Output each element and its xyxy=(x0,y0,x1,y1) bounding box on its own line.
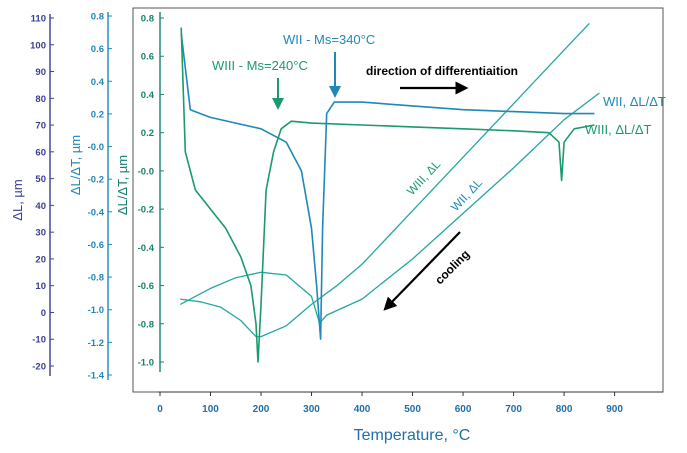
y1-tick-label: -10 xyxy=(32,335,46,346)
label-wii-dldt: WII, ΔL/ΔT xyxy=(603,94,666,109)
y1-tick-label: 40 xyxy=(35,201,46,212)
x-tick-label: 800 xyxy=(556,404,573,415)
x-tick-label: 0 xyxy=(157,404,163,415)
y2-tick-label: -1.0 xyxy=(88,305,104,316)
y2-tick-label: 0.4 xyxy=(91,77,105,88)
y2-tick-label: -0.4 xyxy=(88,207,105,218)
y1-tick-label: 60 xyxy=(35,147,46,158)
y3-tick-label: -1.0 xyxy=(138,358,154,369)
x-tick-label: 500 xyxy=(404,404,421,415)
y2-tick-label: -1.2 xyxy=(88,338,104,349)
x-axis-title: Temperature, °C xyxy=(354,427,471,444)
x-tick-label: 600 xyxy=(455,404,472,415)
x-tick-label: 100 xyxy=(202,404,219,415)
y1-tick-label: 80 xyxy=(35,94,46,105)
axis-ticks: 1101009080706050403020100-10-200.80.60.4… xyxy=(30,12,623,416)
y3-tick-label: -0.0 xyxy=(138,166,154,177)
y1-tick-label: 0 xyxy=(41,308,46,319)
series-line-4 xyxy=(180,27,595,363)
y2-tick-label: 0.6 xyxy=(91,44,104,55)
cooling-arrow xyxy=(383,231,461,311)
y3-tick-label: -0.2 xyxy=(138,205,154,216)
y1-tick-label: 100 xyxy=(30,40,46,51)
series-line-3 xyxy=(180,33,595,340)
x-tick-label: 400 xyxy=(354,404,371,415)
y-axis-2-title: ΔL/ΔT, µm xyxy=(68,135,83,195)
x-tick-label: 300 xyxy=(303,404,320,415)
annotation-wii-ms: WII - Ms=340°C xyxy=(283,32,375,47)
y2-tick-label: 0.8 xyxy=(91,12,104,23)
y3-tick-label: 0.2 xyxy=(141,128,154,139)
data-series xyxy=(179,22,600,363)
y3-tick-label: 0.4 xyxy=(141,90,155,101)
plot-area xyxy=(132,7,664,393)
y2-tick-label: -0.8 xyxy=(88,273,104,284)
y3-tick-label: 0.6 xyxy=(141,52,154,63)
x-tick-label: 200 xyxy=(253,404,270,415)
label-wiii-dldt: WIII, ΔL/ΔT xyxy=(585,122,652,137)
series-line-1 xyxy=(179,92,600,324)
x-tick-label: 700 xyxy=(505,404,522,415)
y1-tick-label: -20 xyxy=(32,362,46,373)
y3-tick-label: 0.8 xyxy=(141,14,154,25)
y1-tick-label: 110 xyxy=(31,14,46,25)
y1-tick-label: 30 xyxy=(35,228,46,239)
y1-tick-label: 50 xyxy=(35,174,46,185)
y2-tick-label: -0.0 xyxy=(88,142,104,153)
annotation-wiii-ms: WIII - Ms=240°C xyxy=(212,58,308,73)
y1-tick-label: 20 xyxy=(35,254,46,265)
y3-tick-label: -0.6 xyxy=(138,281,154,292)
y1-tick-label: 70 xyxy=(35,121,46,132)
y2-tick-label: 0.2 xyxy=(91,109,104,120)
y3-tick-label: -0.8 xyxy=(138,319,154,330)
x-tick-label: 900 xyxy=(606,404,623,415)
y2-tick-label: -0.6 xyxy=(88,240,104,251)
y3-tick-label: -0.4 xyxy=(138,243,155,254)
y2-tick-label: -1.4 xyxy=(88,371,105,382)
y2-tick-label: -0.2 xyxy=(88,175,104,186)
y-axis-1-title: ΔL, µm xyxy=(10,179,25,220)
y1-tick-label: 10 xyxy=(35,281,46,292)
annotation-direction: direction of differentiaition xyxy=(366,64,518,78)
y1-tick-label: 90 xyxy=(35,67,46,78)
y-axis-3-title: ΔL/ΔT, µm xyxy=(115,155,130,215)
